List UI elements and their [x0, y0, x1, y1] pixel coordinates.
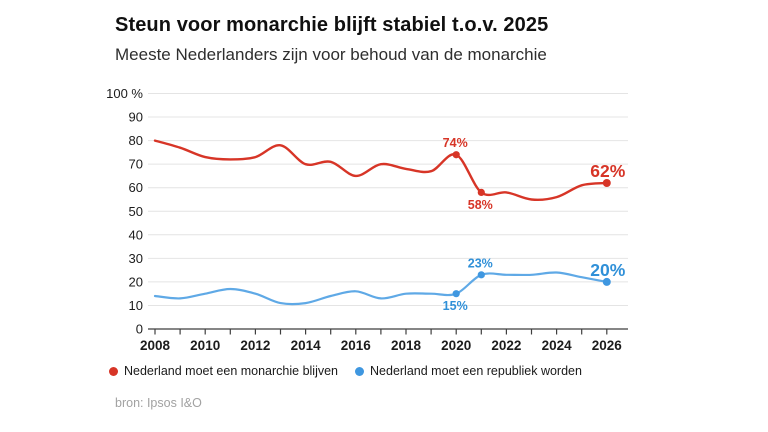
- x-tick-label: 2022: [491, 338, 521, 353]
- y-tick-label: 10: [129, 298, 143, 313]
- x-tick-label: 2014: [291, 338, 322, 353]
- x-axis: 2008 2010 2012 2014 2016 2018 2020 2022 2024 2026: [140, 328, 628, 353]
- y-tick-label: 80: [129, 133, 143, 148]
- x-tick-label: 2024: [542, 338, 573, 353]
- x-tick-label: 2020: [441, 338, 471, 353]
- data-point-annotations: 74% 58% 62% 15% 23% 20%: [443, 136, 626, 313]
- legend-dot-red-icon: [109, 366, 118, 376]
- y-tick-label: 90: [129, 110, 143, 125]
- legend-label-republiek: Nederland moet een republiek worden: [370, 364, 582, 378]
- data-point-dot: [452, 290, 460, 298]
- series-end-label: 62%: [590, 161, 625, 181]
- y-tick-label: 60: [129, 180, 143, 195]
- y-tick-label: 20: [129, 274, 143, 289]
- series-lines: [153, 139, 608, 306]
- gridlines: [148, 93, 628, 306]
- y-tick-label: 50: [129, 204, 143, 219]
- series-line-0: [153, 139, 608, 201]
- y-axis-labels: 0 10 20 30 40 50 60 70 80 90 100 %: [106, 86, 143, 337]
- x-tick-label: 2018: [391, 338, 422, 353]
- x-tick-label: 2012: [240, 338, 270, 353]
- x-tick-label: 2016: [341, 338, 372, 353]
- page-title: Steun voor monarchie blijft stabiel t.o.…: [115, 14, 549, 36]
- data-point-dot: [602, 178, 611, 187]
- legend-item-monarchie: Nederland moet een monarchie blijven: [109, 364, 338, 378]
- page-subtitle: Meeste Nederlanders zijn voor behoud van…: [115, 45, 547, 64]
- y-tick-label: 100 %: [106, 86, 143, 101]
- legend-label-monarchie: Nederland moet een monarchie blijven: [124, 364, 339, 378]
- data-point-label: 15%: [443, 299, 468, 313]
- data-point-dot: [477, 188, 485, 197]
- legend-dot-blue-icon: [355, 366, 365, 376]
- x-tick-label: 2026: [592, 338, 623, 353]
- source-credit: bron: Ipsos I&O: [115, 396, 202, 410]
- series-line-1: [153, 271, 608, 306]
- y-tick-label: 0: [136, 322, 143, 337]
- legend-item-republiek: Nederland moet een republiek worden: [355, 364, 582, 378]
- x-tick-label: 2008: [140, 338, 171, 353]
- series-end-label: 20%: [590, 260, 625, 280]
- y-tick-label: 70: [129, 157, 143, 172]
- data-point-dot: [602, 277, 611, 286]
- data-point-label: 23%: [468, 256, 493, 270]
- legend: Nederland moet een monarchie blijven Ned…: [109, 364, 582, 378]
- y-tick-label: 30: [129, 251, 143, 266]
- data-point-label: 74%: [443, 136, 468, 150]
- data-point-label: 58%: [468, 198, 493, 212]
- data-point-dot: [452, 151, 460, 159]
- data-point-dot: [477, 271, 485, 279]
- y-tick-label: 40: [129, 227, 143, 242]
- x-tick-label: 2010: [190, 338, 220, 353]
